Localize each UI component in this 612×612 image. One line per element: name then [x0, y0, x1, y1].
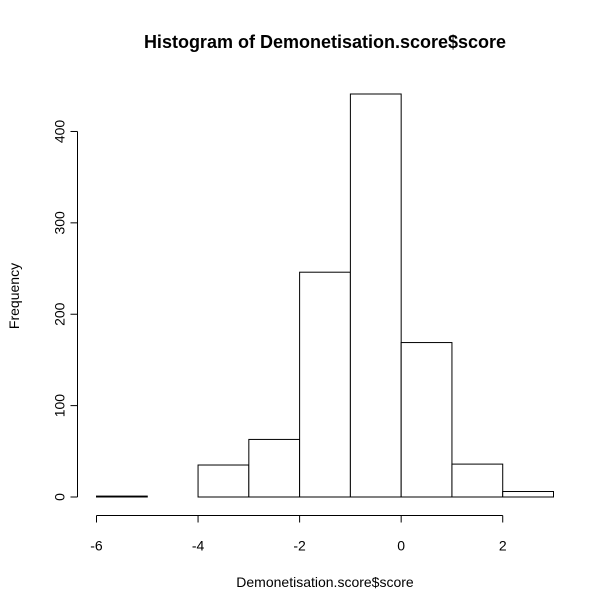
histogram-bar — [451, 463, 504, 498]
y-axis-label: Frequency — [6, 263, 22, 329]
histogram-bar — [400, 342, 453, 498]
x-tick-label: -6 — [90, 538, 103, 554]
y-tick-label: 300 — [52, 211, 68, 235]
bars-group — [96, 93, 555, 498]
histogram-bar — [349, 93, 402, 498]
y-tick-label: 400 — [52, 120, 68, 144]
histogram-bar — [197, 464, 250, 498]
x-axis: -6 -4 -2 0 2 — [90, 515, 507, 554]
histogram-bar — [248, 438, 301, 498]
x-tick-label: -4 — [192, 538, 205, 554]
y-tick-label: 200 — [52, 302, 68, 326]
histogram-bar — [299, 271, 351, 498]
x-tick-label: -2 — [293, 538, 306, 554]
x-tick-label: 2 — [499, 538, 507, 554]
chart-title: Histogram of Demonetisation.score$score — [144, 32, 506, 52]
y-tick-label: 100 — [52, 394, 68, 418]
histogram-bar — [96, 495, 148, 498]
histogram-bar — [502, 491, 555, 498]
y-axis: 0 100 200 300 400 — [52, 120, 78, 501]
x-axis-label: Demonetisation.score$score — [236, 574, 414, 590]
x-tick-label: 0 — [397, 538, 405, 554]
y-tick-label: 0 — [52, 493, 68, 501]
